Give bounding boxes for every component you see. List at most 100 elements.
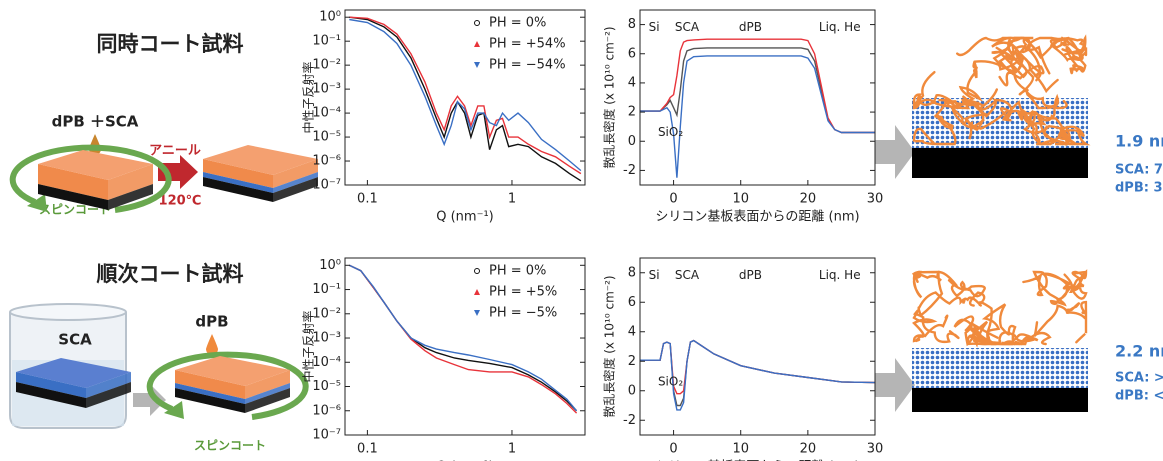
slab-side	[86, 382, 131, 408]
slab-top	[175, 356, 290, 386]
x-axis-label: Q (nm⁻¹)	[436, 460, 493, 461]
y-tick-label: 8	[628, 265, 636, 280]
polymer-chain	[1033, 300, 1088, 344]
data-line	[349, 264, 578, 412]
y-tick-label: 10⁻¹	[312, 34, 341, 49]
slab-side	[245, 383, 290, 404]
dpb-fraction: dPB: 30%	[1115, 181, 1163, 196]
top-title: 同時コート試料	[97, 32, 244, 56]
slab-side	[273, 159, 318, 188]
spin-label: スピンコート	[194, 439, 266, 453]
slab-side	[38, 164, 108, 200]
y-axis-label: 中性子反射率	[301, 61, 316, 133]
data-line	[640, 339, 875, 411]
y-tick-label: 10⁻⁷	[312, 178, 341, 193]
legend-label: PH = +5%	[489, 285, 557, 300]
data-line	[640, 55, 875, 178]
beaker-rim	[9, 303, 127, 321]
legend-marker	[474, 310, 480, 316]
x-axis-label: シリコン基板表面からの距離 (nm)	[655, 210, 859, 225]
slab-side	[108, 164, 153, 200]
plot-frame	[344, 9, 586, 186]
dpb-fraction: dPB: < 2%	[1115, 389, 1163, 404]
slab-side	[175, 370, 245, 399]
y-tick-label: 4	[628, 75, 636, 90]
x-tick-label: 20	[800, 192, 817, 207]
plot-frame	[639, 257, 876, 436]
y-tick-label: 2	[628, 354, 636, 369]
spin-arrowhead	[164, 401, 184, 419]
polymer-chain	[991, 43, 1045, 87]
polymer-chain	[912, 309, 960, 344]
x-tick-label: 30	[867, 192, 884, 207]
x-tick-label: 10	[732, 192, 749, 207]
slab-side	[203, 177, 273, 202]
y-tick-label: 10⁻⁷	[312, 428, 341, 443]
legend-marker	[474, 268, 480, 274]
x-tick-label: 30	[867, 442, 884, 457]
substrate	[912, 148, 1088, 178]
polymer-chain	[912, 98, 958, 146]
polymer-chain	[1056, 36, 1087, 75]
x-tick-label: 0	[669, 442, 677, 457]
legend-label: PH = 0%	[489, 264, 546, 279]
step-arrow	[133, 384, 166, 416]
x-tick-label: 0.1	[357, 192, 378, 207]
thickness: 2.2 nm厚	[1115, 342, 1163, 361]
annotation: Liq. He	[819, 20, 861, 34]
polymer-chain	[972, 36, 1032, 79]
sca-fraction: SCA: 70%	[1115, 163, 1163, 178]
y-tick-label: 10⁻⁶	[312, 154, 341, 169]
y-tick-label: 6	[628, 46, 636, 61]
y-tick-label: 10⁻³	[312, 331, 341, 346]
anneal-label: アニール	[149, 144, 201, 159]
annotation: SCA	[675, 20, 700, 34]
x-tick-label: 20	[800, 442, 817, 457]
slab-side	[175, 383, 245, 404]
y-tick-label: 10⁻¹	[312, 282, 341, 297]
slab-top	[16, 358, 131, 388]
y-tick-label: 10⁻²	[312, 58, 341, 73]
slab-side	[245, 388, 290, 413]
annotation: Si	[649, 268, 660, 282]
legend-label: PH = +54%	[489, 37, 566, 52]
polymer-chain	[1020, 108, 1076, 147]
y-tick-label: 2	[628, 105, 636, 120]
polymer-chain	[976, 98, 1091, 146]
annotation: SiO₂	[658, 125, 683, 139]
annotation: SiO₂	[658, 374, 683, 388]
annotation: dPB	[739, 268, 762, 282]
slab-side	[38, 184, 108, 210]
x-tick-label: 0.1	[357, 442, 378, 457]
y-tick-label: -2	[623, 163, 636, 178]
y-tick-label: 10⁰	[319, 10, 341, 25]
plot-frame	[639, 9, 876, 186]
data-line	[349, 16, 582, 182]
y-tick-label: 10⁰	[319, 258, 341, 273]
legend-label: PH = 0%	[489, 16, 546, 31]
sca-fraction: SCA: >98%	[1115, 371, 1163, 386]
bottom-title: 順次コート試料	[97, 262, 244, 286]
data-line	[640, 38, 875, 134]
data-line	[640, 339, 875, 407]
polymer-chain	[1063, 269, 1088, 300]
y-tick-label: 0	[628, 134, 636, 149]
slab-side	[86, 372, 131, 398]
slab-side	[108, 184, 153, 210]
data-line	[349, 16, 582, 175]
slab-side	[16, 382, 86, 408]
legend-marker	[474, 62, 480, 68]
result-arrow	[875, 358, 915, 412]
y-tick-label: 10⁻⁴	[312, 106, 341, 121]
slab-side	[175, 388, 245, 413]
x-tick-label: 0	[669, 192, 677, 207]
polymer-chain	[981, 303, 1052, 346]
annotation: dPB	[739, 20, 762, 34]
slab-side	[273, 172, 318, 193]
legend-label: PH = −5%	[489, 306, 557, 321]
polymer-chain	[912, 61, 983, 110]
slab-side	[245, 370, 290, 399]
beaker-label: SCA	[58, 331, 92, 349]
temperature-label: 120℃	[159, 194, 202, 209]
y-tick-label: 10⁻⁶	[312, 403, 341, 418]
